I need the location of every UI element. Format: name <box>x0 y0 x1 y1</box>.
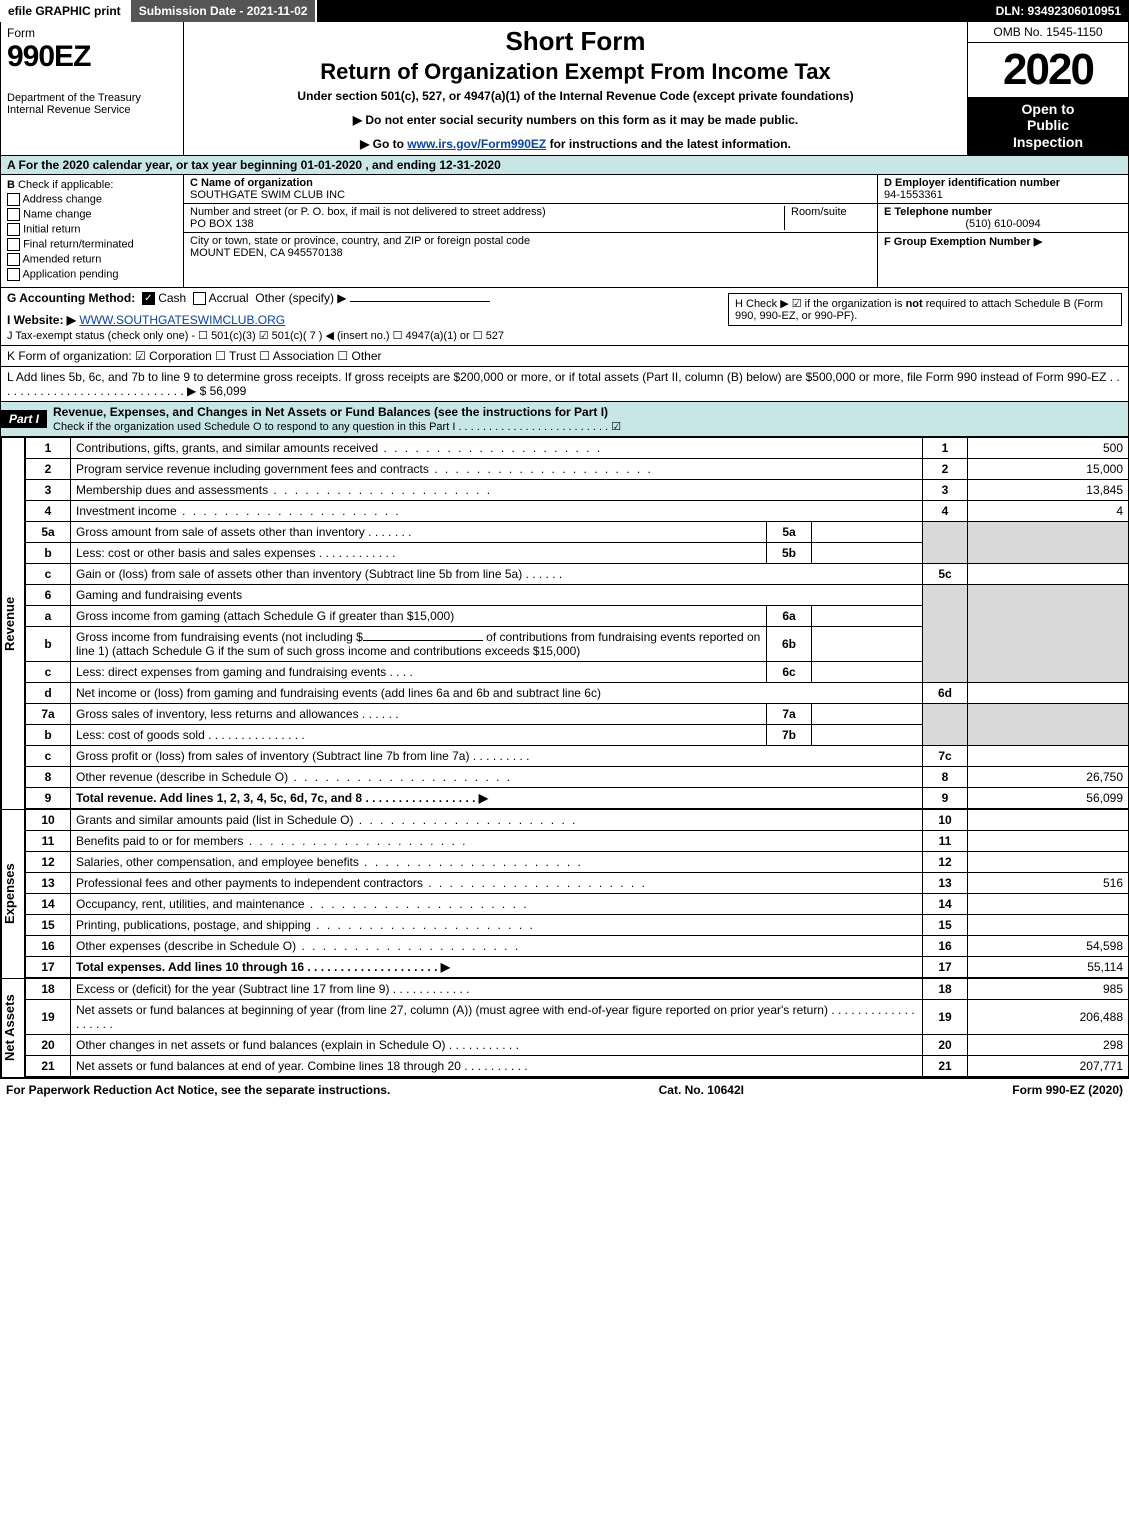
dln: DLN: 93492306010951 <box>988 0 1129 22</box>
c-name-label: C Name of organization <box>190 177 871 189</box>
line-15: 15Printing, publications, postage, and s… <box>26 915 1129 936</box>
submission-date: Submission Date - 2021-11-02 <box>131 0 318 22</box>
line-5c: cGain or (loss) from sale of assets othe… <box>26 564 1129 585</box>
line-a-tax-year: A For the 2020 calendar year, or tax yea… <box>0 156 1129 175</box>
part-i-sub: Check if the organization used Schedule … <box>53 421 621 433</box>
line-10: 10Grants and similar amounts paid (list … <box>26 810 1129 831</box>
line-21: 21Net assets or fund balances at end of … <box>26 1056 1129 1077</box>
form-header: Form 990EZ Department of the Treasury In… <box>0 22 1129 156</box>
part-i-title: Revenue, Expenses, and Changes in Net As… <box>53 405 608 419</box>
line-20: 20Other changes in net assets or fund ba… <box>26 1035 1129 1056</box>
line-1: 1Contributions, gifts, grants, and simil… <box>26 438 1129 459</box>
tax-year: 2020 <box>968 43 1128 97</box>
line-17: 17Total expenses. Add lines 10 through 1… <box>26 957 1129 978</box>
line-7a: 7aGross sales of inventory, less returns… <box>26 704 1129 725</box>
room-suite-label: Room/suite <box>784 206 871 230</box>
line-18: 18Excess or (deficit) for the year (Subt… <box>26 979 1129 1000</box>
box-h: H Check ▶ ☑ if the organization is not r… <box>728 293 1122 326</box>
line-4: 4Investment income44 <box>26 501 1129 522</box>
chk-address-change[interactable]: Address change <box>7 193 177 206</box>
form-number: 990EZ <box>7 40 177 74</box>
note-goto: ▶ Go to www.irs.gov/Form990EZ for instru… <box>192 137 959 151</box>
g-label: G Accounting Method: <box>7 291 135 305</box>
form-word: Form <box>7 26 177 40</box>
expenses-section: Expenses 10Grants and similar amounts pa… <box>0 809 1129 978</box>
section-b: B Check if applicable: Address change Na… <box>1 175 184 287</box>
gross-receipts: 56,099 <box>210 384 247 398</box>
section-def: D Employer identification number 94-1553… <box>877 175 1128 287</box>
revenue-table: 1Contributions, gifts, grants, and simil… <box>25 437 1129 809</box>
d-label: D Employer identification number <box>884 177 1122 189</box>
chk-amended-return[interactable]: Amended return <box>7 253 177 266</box>
efile-label[interactable]: efile GRAPHIC print <box>0 0 131 22</box>
chk-cash[interactable]: ✓ <box>142 292 155 305</box>
line-9: 9Total revenue. Add lines 1, 2, 3, 4, 5c… <box>26 788 1129 809</box>
website-link[interactable]: WWW.SOUTHGATESWIMCLUB.ORG <box>79 313 285 327</box>
chk-accrual[interactable] <box>193 292 206 305</box>
side-netassets: Net Assets <box>1 978 25 1077</box>
line-5a: 5aGross amount from sale of assets other… <box>26 522 1129 543</box>
section-c: C Name of organization SOUTHGATE SWIM CL… <box>184 175 877 287</box>
chk-application-pending[interactable]: Application pending <box>7 268 177 281</box>
line-19: 19Net assets or fund balances at beginni… <box>26 1000 1129 1035</box>
subtitle: Under section 501(c), 527, or 4947(a)(1)… <box>192 89 959 103</box>
note-ssn: ▶ Do not enter social security numbers o… <box>192 113 959 127</box>
line-16: 16Other expenses (describe in Schedule O… <box>26 936 1129 957</box>
part-i-label: Part I <box>1 410 47 428</box>
ein: 94-1553361 <box>884 189 1122 201</box>
line-6: 6Gaming and fundraising events <box>26 585 1129 606</box>
dept-irs: Internal Revenue Service <box>7 104 177 116</box>
line-7c: cGross profit or (loss) from sales of in… <box>26 746 1129 767</box>
e-label: E Telephone number <box>884 206 1122 218</box>
line-6d: dNet income or (loss) from gaming and fu… <box>26 683 1129 704</box>
part-i-header: Part I Revenue, Expenses, and Changes in… <box>0 402 1129 437</box>
chk-final-return[interactable]: Final return/terminated <box>7 238 177 251</box>
line-k: K Form of organization: ☑ Corporation ☐ … <box>0 346 1129 367</box>
form-ref: Form 990-EZ (2020) <box>1012 1083 1123 1097</box>
line-g-h: H Check ▶ ☑ if the organization is not r… <box>0 288 1129 346</box>
top-bar: efile GRAPHIC print Submission Date - 20… <box>0 0 1129 22</box>
line-2: 2Program service revenue including gover… <box>26 459 1129 480</box>
org-city: MOUNT EDEN, CA 945570138 <box>190 247 871 259</box>
irs-link[interactable]: www.irs.gov/Form990EZ <box>407 137 546 151</box>
omb-number: OMB No. 1545-1150 <box>968 22 1128 43</box>
c-addr-label: Number and street (or P. O. box, if mail… <box>190 206 784 218</box>
line-12: 12Salaries, other compensation, and empl… <box>26 852 1129 873</box>
line-3: 3Membership dues and assessments313,845 <box>26 480 1129 501</box>
line-8: 8Other revenue (describe in Schedule O)8… <box>26 767 1129 788</box>
form-title-block: Short Form Return of Organization Exempt… <box>184 22 967 155</box>
i-label: I Website: ▶ <box>7 313 76 327</box>
form-id-block: Form 990EZ Department of the Treasury In… <box>1 22 184 155</box>
line-l: L Add lines 5b, 6c, and 7b to line 9 to … <box>0 367 1129 402</box>
phone: (510) 610-0094 <box>884 218 1122 230</box>
expenses-table: 10Grants and similar amounts paid (list … <box>25 809 1129 978</box>
page-footer: For Paperwork Reduction Act Notice, see … <box>0 1077 1129 1101</box>
chk-initial-return[interactable]: Initial return <box>7 223 177 236</box>
netassets-table: 18Excess or (deficit) for the year (Subt… <box>25 978 1129 1077</box>
netassets-section: Net Assets 18Excess or (deficit) for the… <box>0 978 1129 1077</box>
line-14: 14Occupancy, rent, utilities, and mainte… <box>26 894 1129 915</box>
dept-treasury: Department of the Treasury <box>7 92 177 104</box>
side-revenue: Revenue <box>1 437 25 809</box>
title-return: Return of Organization Exempt From Incom… <box>192 59 959 85</box>
chk-name-change[interactable]: Name change <box>7 208 177 221</box>
f-label: F Group Exemption Number ▶ <box>884 235 1122 248</box>
header-right: OMB No. 1545-1150 2020 Open to Public In… <box>967 22 1128 155</box>
line-13: 13Professional fees and other payments t… <box>26 873 1129 894</box>
open-to-public: Open to Public Inspection <box>968 97 1128 155</box>
side-expenses: Expenses <box>1 809 25 978</box>
line-j: J Tax-exempt status (check only one) - ☐… <box>7 329 1122 342</box>
cat-no: Cat. No. 10642I <box>659 1083 744 1097</box>
paperwork-notice: For Paperwork Reduction Act Notice, see … <box>6 1083 390 1097</box>
org-address: PO BOX 138 <box>190 218 784 230</box>
c-city-label: City or town, state or province, country… <box>190 235 871 247</box>
line-11: 11Benefits paid to or for members11 <box>26 831 1129 852</box>
revenue-section: Revenue 1Contributions, gifts, grants, a… <box>0 437 1129 809</box>
title-short-form: Short Form <box>192 26 959 57</box>
identity-block: B Check if applicable: Address change Na… <box>0 175 1129 288</box>
org-name: SOUTHGATE SWIM CLUB INC <box>190 189 871 201</box>
